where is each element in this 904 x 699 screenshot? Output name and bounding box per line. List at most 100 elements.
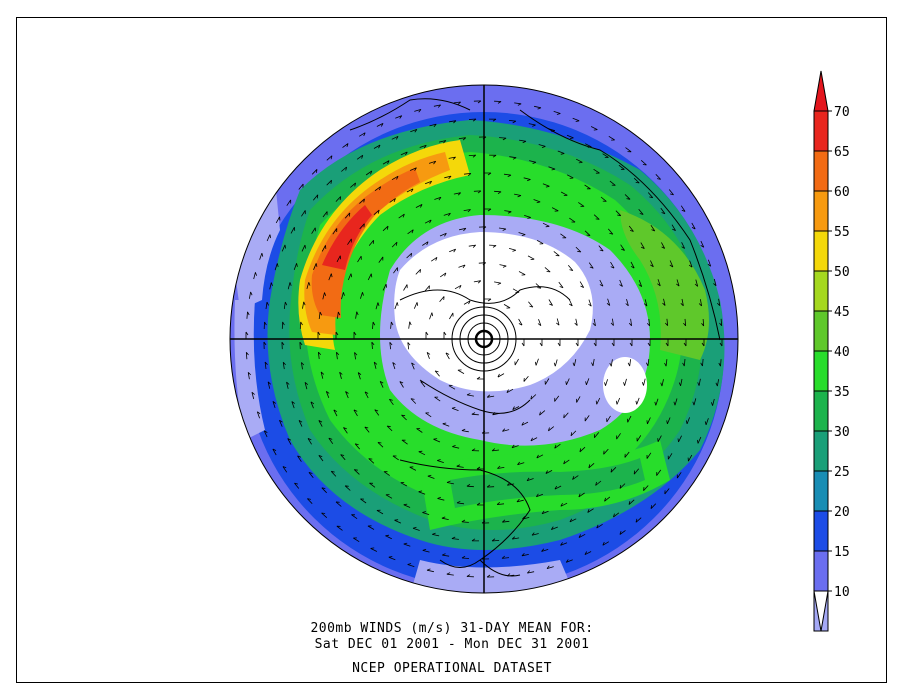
- wind-arrow: [337, 311, 341, 319]
- wind-arrow: [566, 134, 574, 139]
- wind-arrow: [403, 284, 408, 291]
- wind-arrow: [484, 172, 492, 176]
- wind-arrow: [367, 525, 375, 530]
- wind-arrow: [424, 180, 433, 185]
- wind-arrow: [633, 468, 640, 475]
- wind-arrow: [546, 565, 554, 569]
- wind-arrow: [539, 410, 546, 416]
- wind-arrow: [593, 339, 597, 347]
- wind-arrow: [265, 301, 269, 310]
- wind-arrow: [507, 482, 515, 486]
- wind-arrow: [448, 156, 456, 160]
- wind-arrow: [318, 311, 323, 320]
- wind-arrow: [567, 265, 574, 271]
- wind-arrow: [399, 381, 404, 388]
- wind-arrow: [382, 225, 389, 232]
- wind-arrow: [508, 248, 517, 252]
- wind-arrow: [443, 331, 447, 339]
- wind-arrow: [602, 153, 609, 158]
- wind-arrow: [424, 285, 430, 292]
- wind-arrow: [473, 190, 482, 194]
- wind-arrow: [585, 143, 592, 148]
- wind-arrow: [486, 394, 495, 398]
- wind-arrow: [539, 339, 543, 347]
- wind-arrow: [606, 415, 611, 423]
- wind-arrow: [529, 160, 537, 164]
- wind-arrow: [579, 446, 586, 453]
- legend-bottom-arrow: [813, 590, 829, 632]
- wind-arrow: [650, 260, 654, 268]
- wind-arrow: [550, 526, 558, 530]
- wind-arrow: [322, 211, 328, 218]
- wind-arrow: [428, 160, 437, 165]
- wind-arrow: [636, 435, 642, 442]
- wind-arrow: [541, 510, 549, 515]
- wind-arrow: [646, 452, 652, 459]
- wind-arrow: [392, 455, 399, 461]
- wind-arrow: [563, 459, 570, 465]
- wind-arrow: [328, 273, 333, 281]
- wind-arrow: [588, 262, 594, 269]
- wind-arrow: [466, 484, 474, 488]
- wind-arrow: [488, 118, 497, 122]
- wind-arrow: [537, 319, 542, 327]
- wind-arrow: [527, 255, 535, 260]
- wind-arrow: [344, 212, 351, 219]
- wind-arrow: [367, 273, 373, 281]
- legend-swatch: [813, 270, 829, 312]
- wind-arrow: [286, 381, 290, 389]
- wind-arrow: [646, 417, 651, 425]
- wind-arrow: [353, 537, 360, 543]
- wind-arrow: [302, 301, 306, 309]
- wind-arrow: [514, 102, 522, 106]
- wind-arrow: [522, 516, 530, 520]
- wind-arrow: [491, 538, 500, 542]
- wind-arrow: [426, 351, 431, 359]
- wind-arrow: [691, 222, 696, 230]
- wind-arrow: [701, 339, 705, 347]
- wind-arrow: [498, 227, 507, 231]
- wind-arrow: [410, 129, 418, 133]
- wind-arrow: [357, 372, 362, 380]
- wind-arrow: [548, 426, 555, 432]
- wind-arrow: [518, 318, 523, 326]
- wind-arrow: [287, 438, 292, 445]
- wind-arrow: [548, 166, 556, 171]
- wind-arrow: [382, 283, 387, 291]
- wind-arrow: [610, 467, 617, 473]
- legend-tick-label: 10: [834, 585, 850, 600]
- wind-arrow: [433, 104, 441, 108]
- wind-arrow: [448, 385, 456, 390]
- wind-arrow: [312, 194, 319, 201]
- wind-arrow: [401, 414, 407, 421]
- wind-arrow: [647, 339, 651, 347]
- wind-arrow: [654, 398, 659, 406]
- wind-arrow: [351, 514, 358, 520]
- wind-arrow: [584, 230, 591, 236]
- wind-arrow: [623, 378, 627, 386]
- wind-arrow: [625, 147, 632, 153]
- legend-tick-label: 40: [834, 345, 850, 360]
- wind-arrow: [311, 169, 318, 175]
- wind-arrow: [521, 421, 529, 426]
- wind-arrow: [560, 191, 568, 196]
- wind-arrow: [575, 339, 579, 347]
- wind-arrow: [554, 485, 562, 490]
- wind-arrow: [304, 381, 309, 390]
- wind-arrow: [569, 217, 576, 223]
- legend-swatch: [813, 550, 829, 592]
- wind-arrow: [422, 241, 429, 246]
- wind-arrow: [408, 321, 412, 329]
- wind-arrow: [420, 381, 426, 388]
- legend-swatch: [813, 430, 829, 472]
- wind-arrow: [466, 393, 474, 397]
- wind-arrow: [321, 245, 327, 252]
- wind-arrow: [484, 298, 492, 302]
- wind-arrow: [594, 432, 600, 439]
- wind-arrow: [628, 318, 632, 327]
- legend-swatch: [813, 390, 829, 432]
- wind-arrow: [439, 296, 445, 302]
- legend-tick-label: 20: [834, 505, 850, 520]
- wind-arrow: [668, 189, 674, 196]
